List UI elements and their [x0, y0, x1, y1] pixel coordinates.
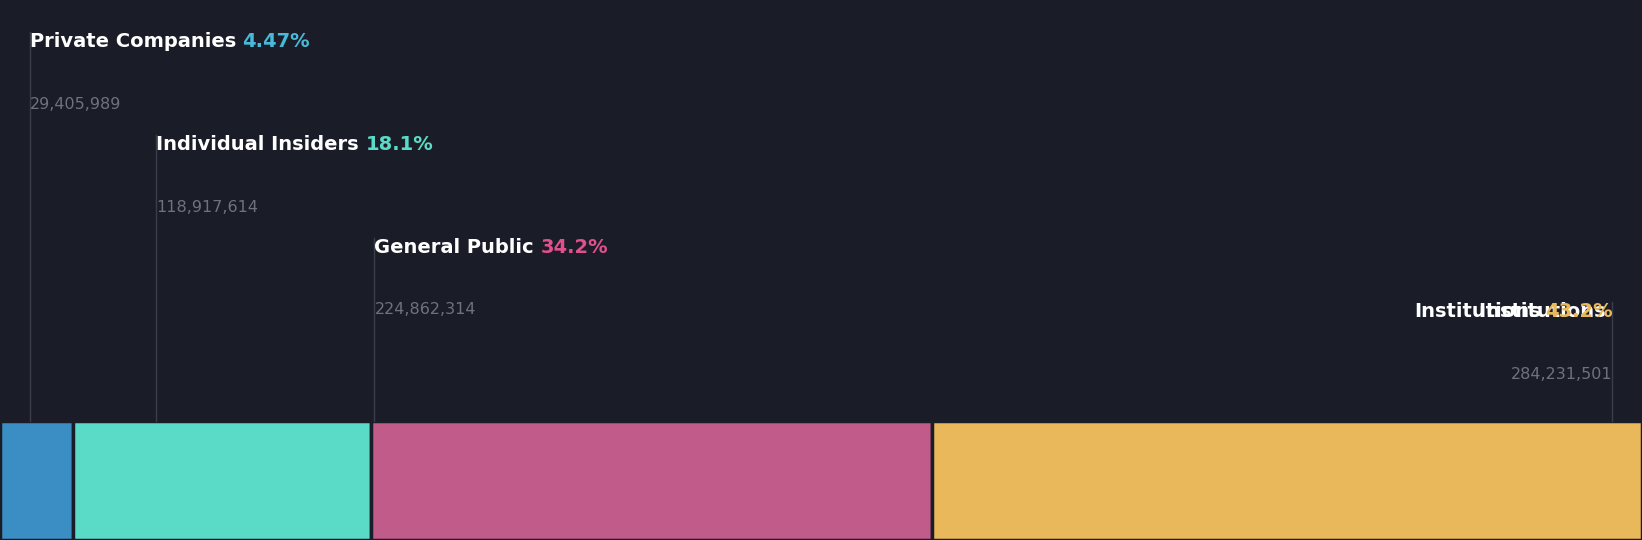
Text: 18.1%: 18.1% [366, 135, 433, 154]
Text: 43.2%: 43.2% [1545, 302, 1612, 321]
Bar [371, 421, 933, 540]
Text: 118,917,614: 118,917,614 [156, 200, 258, 215]
Text: 34.2%: 34.2% [540, 238, 609, 256]
Text: Private Companies: Private Companies [30, 32, 243, 51]
Text: 284,231,501: 284,231,501 [1511, 367, 1612, 382]
Text: 4.47%: 4.47% [243, 32, 310, 51]
Bar [0, 421, 74, 540]
Bar [74, 421, 371, 540]
Text: Institutions: Institutions [1479, 302, 1612, 321]
Text: General Public: General Public [374, 238, 540, 256]
Text: Institutions: Institutions [1414, 302, 1540, 321]
Text: 29,405,989: 29,405,989 [30, 97, 122, 112]
Bar [933, 421, 1642, 540]
Text: 224,862,314: 224,862,314 [374, 302, 476, 318]
Text: Individual Insiders: Individual Insiders [156, 135, 366, 154]
